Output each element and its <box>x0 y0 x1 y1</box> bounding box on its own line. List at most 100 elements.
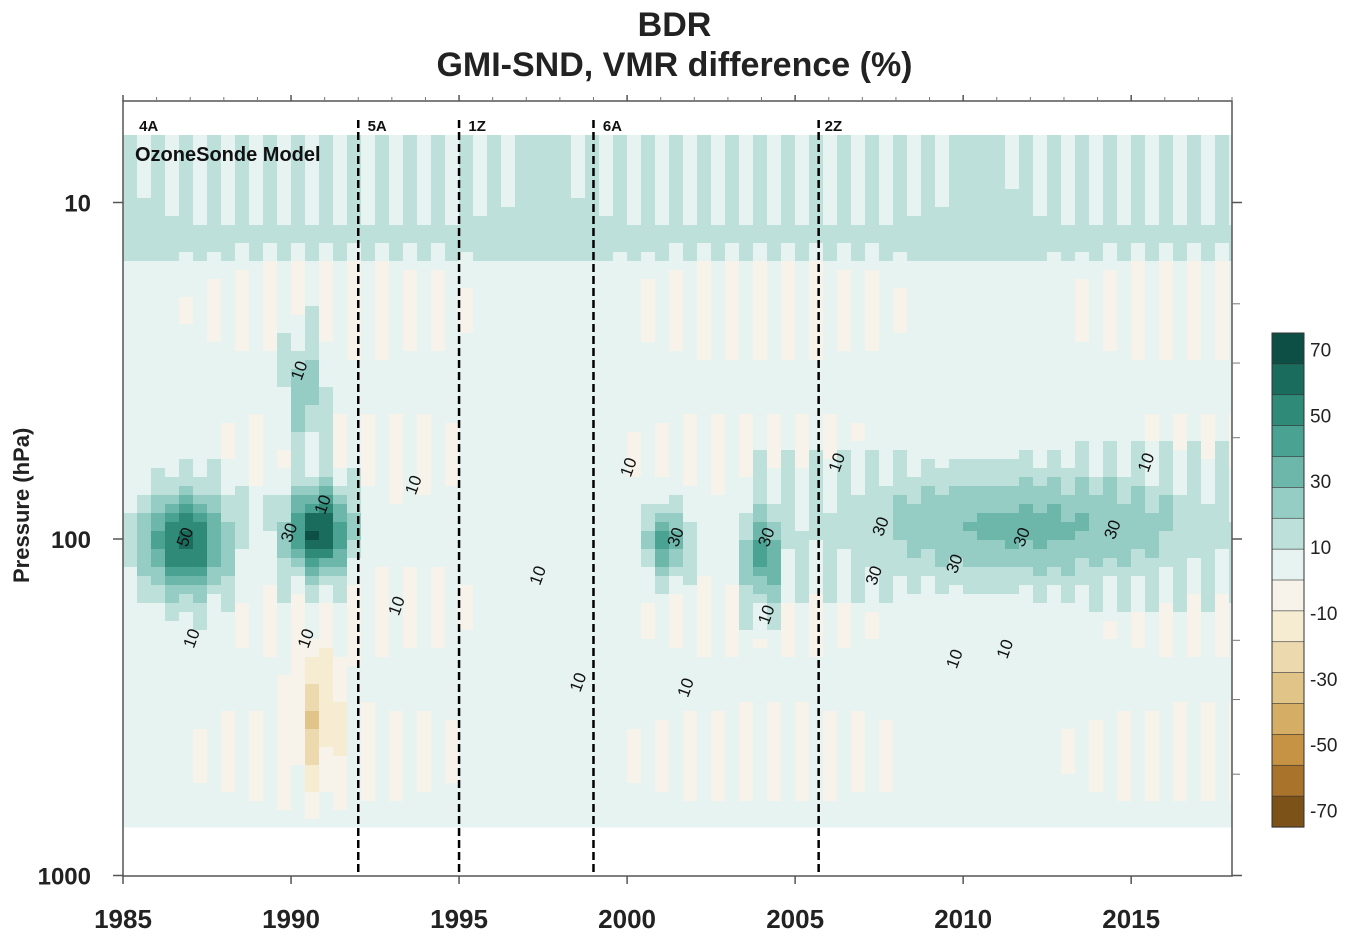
heatmap-cell <box>879 360 894 370</box>
heatmap-cell <box>683 198 698 208</box>
heatmap-cell <box>515 423 530 433</box>
heatmap-cell <box>263 459 278 469</box>
heatmap-cell <box>1005 585 1020 595</box>
heatmap-cell <box>263 792 278 802</box>
heatmap-cell <box>879 621 894 631</box>
heatmap-cell <box>599 720 614 730</box>
heatmap-cell <box>207 648 222 658</box>
heatmap-cell <box>711 135 726 145</box>
heatmap-cell <box>431 531 446 541</box>
heatmap-cell <box>1005 405 1020 415</box>
heatmap-cell <box>473 531 488 541</box>
heatmap-cell <box>151 171 166 181</box>
heatmap-cell <box>991 603 1006 613</box>
heatmap-cell <box>445 774 460 784</box>
heatmap-cell <box>627 279 642 289</box>
heatmap-cell <box>935 378 950 388</box>
heatmap-cell <box>1019 720 1034 730</box>
heatmap-cell <box>179 567 194 577</box>
heatmap-cell <box>781 405 796 415</box>
heatmap-cell <box>991 387 1006 397</box>
heatmap-cell <box>179 216 194 226</box>
heatmap-cell <box>403 216 418 226</box>
heatmap-cell <box>893 621 908 631</box>
heatmap-cell <box>459 369 474 379</box>
heatmap-cell <box>571 252 586 262</box>
heatmap-cell <box>543 423 558 433</box>
heatmap-cell <box>879 450 894 460</box>
heatmap-cell <box>333 756 348 766</box>
heatmap-cell <box>347 297 362 307</box>
heatmap-cell <box>403 621 418 631</box>
heatmap-cell <box>921 441 936 451</box>
heatmap-cell <box>431 396 446 406</box>
heatmap-cell <box>949 810 964 820</box>
heatmap-cell <box>823 162 838 172</box>
heatmap-cell <box>193 153 208 163</box>
heatmap-cell <box>991 180 1006 190</box>
heatmap-cell <box>515 360 530 370</box>
heatmap-cell <box>333 513 348 523</box>
heatmap-cell <box>375 639 390 649</box>
heatmap-cell <box>669 567 684 577</box>
heatmap-cell <box>627 783 642 793</box>
heatmap-cell <box>431 288 446 298</box>
heatmap-cell <box>403 441 418 451</box>
heatmap-cell <box>1005 342 1020 352</box>
heatmap-cell <box>641 180 656 190</box>
heatmap-cell <box>823 522 838 532</box>
heatmap-cell <box>963 387 978 397</box>
heatmap-cell <box>137 432 152 442</box>
heatmap-cell <box>305 423 320 433</box>
heatmap-cell <box>809 810 824 820</box>
heatmap-cell <box>641 657 656 667</box>
heatmap-cell <box>193 756 208 766</box>
heatmap-cell <box>235 765 250 775</box>
heatmap-cell <box>333 369 348 379</box>
heatmap-cell <box>879 630 894 640</box>
heatmap-cell <box>571 144 586 154</box>
heatmap-cell <box>669 711 684 721</box>
heatmap-cell <box>683 189 698 199</box>
heatmap-cell <box>1005 738 1020 748</box>
heatmap-cell <box>305 387 320 397</box>
heatmap-cell <box>179 459 194 469</box>
heatmap-cell <box>1019 180 1034 190</box>
heatmap-cell <box>1005 198 1020 208</box>
heatmap-cell <box>571 639 586 649</box>
heatmap-cell <box>893 477 908 487</box>
heatmap-cell <box>515 747 530 757</box>
heatmap-cell <box>305 693 320 703</box>
heatmap-cell <box>123 783 138 793</box>
heatmap-cell <box>879 135 894 145</box>
heatmap-cell <box>193 621 208 631</box>
heatmap-cell <box>277 216 292 226</box>
heatmap-cell <box>725 378 740 388</box>
heatmap-cell <box>585 810 600 820</box>
heatmap-cell <box>753 234 768 244</box>
heatmap-cell <box>347 468 362 478</box>
heatmap-cell <box>753 657 768 667</box>
heatmap-cell <box>165 243 180 253</box>
heatmap-cell <box>361 684 376 694</box>
heatmap-cell <box>529 198 544 208</box>
heatmap-cell <box>655 135 670 145</box>
heatmap-cell <box>963 684 978 694</box>
heatmap-cell <box>403 747 418 757</box>
heatmap-cell <box>417 765 432 775</box>
heatmap-cell <box>935 261 950 271</box>
heatmap-cell <box>291 549 306 559</box>
heatmap-cell <box>501 783 516 793</box>
heatmap-cell <box>529 180 544 190</box>
heatmap-cell <box>137 144 152 154</box>
heatmap-cell <box>837 675 852 685</box>
heatmap-cell <box>221 522 236 532</box>
heatmap-cell <box>291 747 306 757</box>
heatmap-cell <box>1019 216 1034 226</box>
heatmap-cell <box>921 162 936 172</box>
heatmap-cell <box>221 504 236 514</box>
heatmap-cell <box>249 585 264 595</box>
heatmap-cell <box>473 756 488 766</box>
heatmap-cell <box>501 180 516 190</box>
heatmap-cell <box>403 594 418 604</box>
